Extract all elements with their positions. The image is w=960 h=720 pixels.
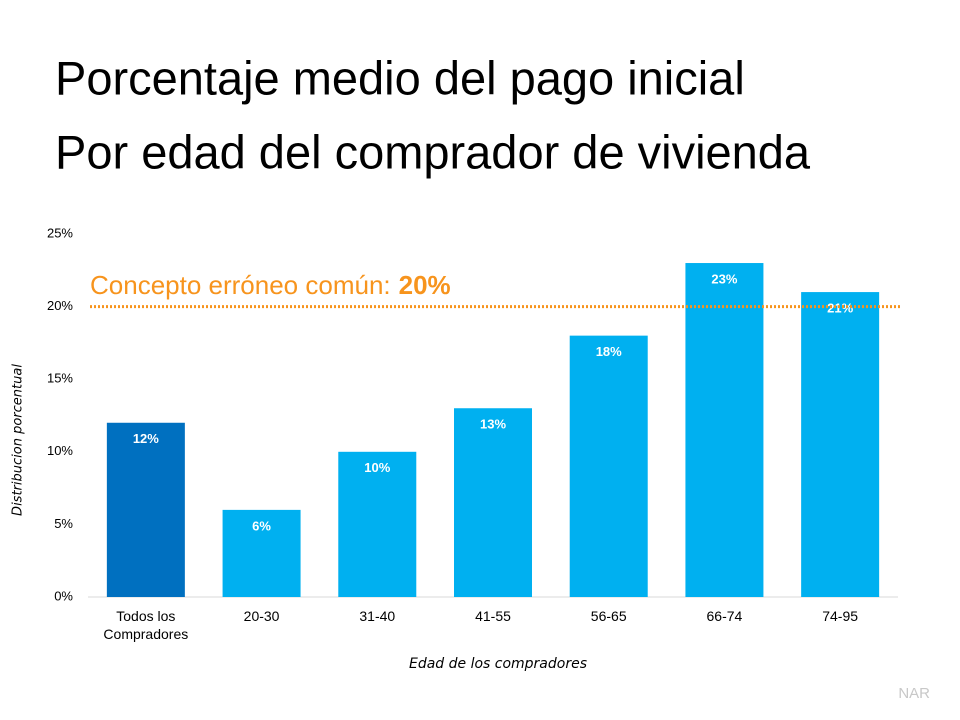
y-tick-label: 15%	[47, 371, 73, 386]
x-axis-label: Edad de los compradores	[409, 656, 587, 672]
data-label: 21%	[827, 301, 853, 316]
data-label: 10%	[364, 460, 390, 475]
y-tick-label: 25%	[47, 225, 73, 240]
bar	[685, 263, 764, 597]
y-tick-label: 5%	[54, 516, 73, 531]
data-label: 23%	[711, 271, 737, 286]
x-tick-label: 66-74	[706, 608, 743, 624]
reference-label: 20%	[399, 270, 451, 300]
y-tick-label: 20%	[47, 298, 73, 313]
title-line-2: Por edad del comprador de vivienda	[55, 125, 811, 178]
bar	[222, 509, 301, 597]
x-tick-label: Todos los Compradores	[103, 608, 189, 642]
x-tick-label: 31-40	[359, 608, 396, 624]
data-label: 18%	[596, 344, 622, 359]
y-tick-label: 0%	[54, 588, 73, 603]
x-tick-label: 74-95	[822, 608, 859, 624]
data-label: 6%	[252, 518, 271, 533]
source: NAR	[898, 685, 930, 702]
reference-annotation: Concepto erróneo común: 20%	[90, 270, 451, 300]
y-tick-label: 10%	[47, 443, 73, 458]
bar	[106, 422, 185, 597]
bar	[801, 292, 880, 597]
title-line-1: Porcentaje medio del pago inicial	[55, 51, 745, 104]
bar	[569, 335, 648, 597]
x-tick-label: 20-30	[243, 608, 280, 624]
x-tick-label: 56-65	[590, 608, 627, 624]
y-axis-label: Distribucion porcentual	[11, 364, 26, 516]
reference-text: Concepto erróneo común:	[90, 270, 391, 300]
data-label: 13%	[480, 417, 506, 432]
data-label: 12%	[133, 431, 159, 446]
bar	[338, 451, 417, 597]
bar	[454, 408, 532, 597]
x-tick-label: 41-55	[475, 608, 511, 624]
